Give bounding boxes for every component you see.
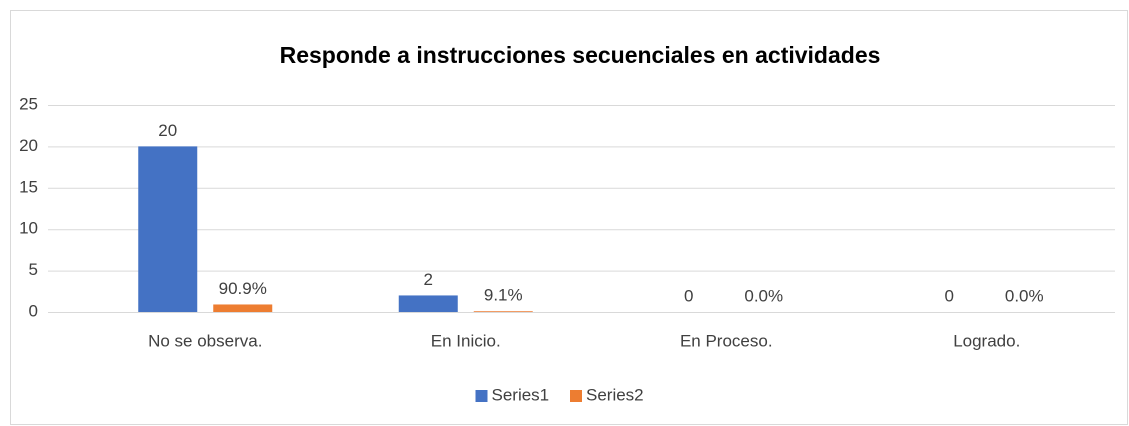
y-tick-label: 15 [19,177,38,196]
x-tick-label: En Proceso. [680,331,773,350]
legend-swatch [570,390,582,402]
y-tick-label: 25 [19,94,38,113]
data-label: 90.9% [219,279,267,298]
y-tick-label: 0 [29,301,38,320]
legend-label: Series2 [586,385,644,404]
bar [138,146,198,312]
data-label: 9.1% [484,286,523,305]
legend-label: Series1 [492,385,550,404]
bar [473,311,533,312]
data-label: 0 [945,286,954,305]
data-label: 2 [424,270,433,289]
y-tick-label: 5 [29,260,38,279]
x-tick-label: En Inicio. [431,331,501,350]
data-label: 20 [158,121,177,140]
chart-title: Responde a instrucciones secuenciales en… [280,42,881,68]
legend-swatch [475,390,488,402]
data-label: 0 [684,286,693,305]
y-tick-label: 10 [19,219,38,238]
data-label: 0.0% [744,286,783,305]
bar [398,295,458,312]
bar [213,304,273,312]
y-tick-label: 20 [19,136,38,155]
x-tick-label: Logrado. [953,331,1020,350]
data-label: 0.0% [1005,286,1044,305]
x-tick-label: No se observa. [148,331,262,350]
